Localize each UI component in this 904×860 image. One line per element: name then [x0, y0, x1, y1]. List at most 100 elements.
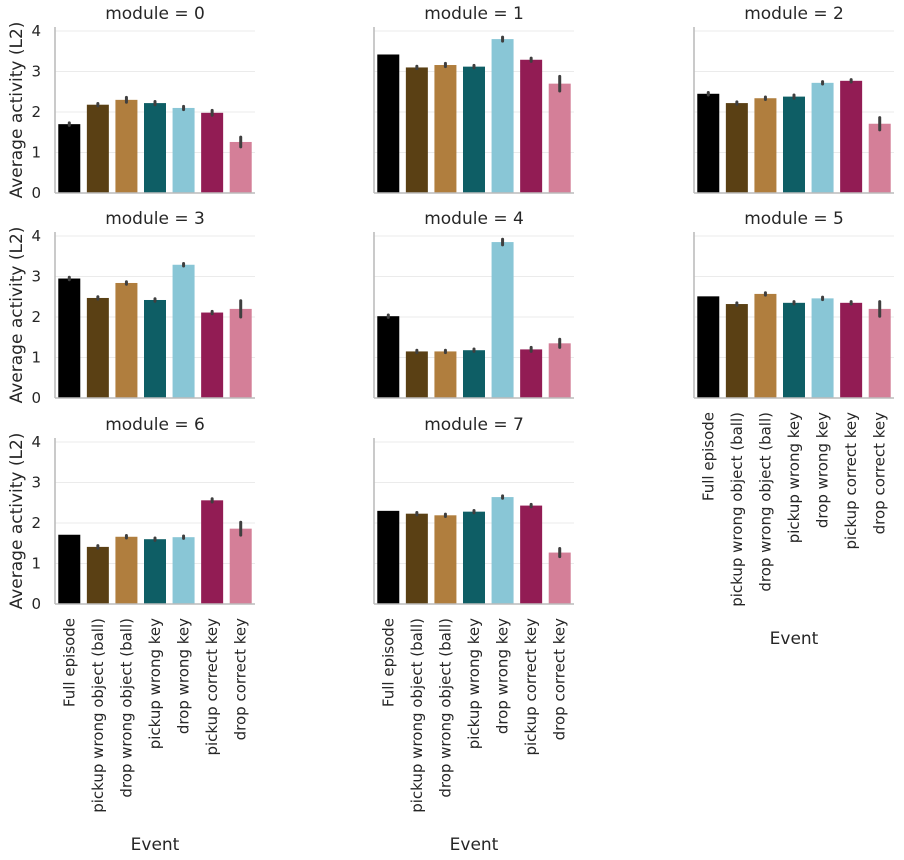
- bar-module-5-3: [783, 302, 805, 398]
- y-axis-label: Average activity (L2): [7, 22, 27, 199]
- bar-module-1-6: [548, 83, 571, 193]
- bar-module-2-5: [840, 80, 863, 193]
- panel-title: module = 0: [105, 4, 205, 24]
- panel-title: module = 6: [105, 415, 205, 435]
- x-tick-label: pickup wrong key: [465, 618, 483, 749]
- bar-module-3-6: [229, 308, 252, 398]
- y-axis-label: Average activity (L2): [7, 227, 27, 404]
- bar-module-6-6: [229, 528, 252, 604]
- panel-module-7: module = 7 Full episode pickup wrong objec…: [373, 415, 574, 855]
- bar-module-6-5: [201, 500, 224, 604]
- bar-module-1-0: [377, 54, 400, 193]
- x-tick-label: pickup wrong object (ball): [728, 412, 746, 607]
- bar-module-6-2: [115, 536, 138, 604]
- bar-module-7-6: [548, 552, 571, 604]
- x-tick-label: drop correct key: [232, 618, 250, 740]
- bar-module-5-6: [868, 308, 891, 398]
- bar-module-3-5: [201, 312, 224, 398]
- bar-module-7-5: [520, 505, 543, 604]
- x-tick-label: Full episode: [699, 412, 717, 501]
- bar-module-4-2: [434, 351, 457, 398]
- bar-module-4-4: [491, 242, 514, 398]
- bar-module-3-3: [144, 299, 166, 398]
- x-axis-label: Event: [770, 629, 819, 649]
- bar-module-2-1: [725, 103, 748, 193]
- y-axis-label: Average activity (L2): [7, 433, 27, 610]
- x-tick-label: drop wrong object (ball): [117, 618, 135, 798]
- x-tick-label: pickup wrong object (ball): [408, 618, 426, 813]
- y-tick-label: 4: [31, 22, 41, 40]
- x-tick-label: drop wrong key: [814, 412, 832, 528]
- bar-module-1-2: [434, 65, 457, 193]
- bar-module-5-1: [725, 304, 748, 398]
- bar-module-7-1: [405, 513, 428, 604]
- panel-title: module = 1: [424, 4, 524, 24]
- bar-module-2-6: [868, 123, 891, 193]
- x-tick-label: drop correct key: [871, 412, 889, 534]
- x-tick-label: drop wrong key: [175, 618, 193, 734]
- x-tick-label: drop wrong object (ball): [756, 412, 774, 592]
- x-tick-label: pickup wrong object (ball): [89, 618, 107, 813]
- bar-module-0-6: [229, 141, 252, 193]
- bar-module-7-0: [377, 510, 400, 604]
- bar-module-0-0: [58, 124, 81, 193]
- bar-module-2-4: [811, 82, 834, 193]
- bar-module-3-2: [115, 282, 138, 398]
- bar-module-4-1: [405, 351, 428, 398]
- y-tick-label: 1: [31, 555, 41, 573]
- y-tick-label: 3: [31, 63, 41, 81]
- panel-module-4: module = 4: [373, 209, 574, 399]
- y-tick-label: 1: [31, 144, 41, 162]
- bar-module-2-3: [783, 96, 805, 193]
- panel-module-1: module = 1: [373, 4, 574, 194]
- bar-module-4-0: [377, 316, 400, 398]
- bar-module-1-5: [520, 59, 543, 193]
- x-axis-label: Event: [131, 835, 180, 855]
- x-tick-label: pickup correct key: [842, 412, 860, 550]
- bar-module-7-2: [434, 515, 457, 604]
- bar-module-5-2: [754, 293, 777, 398]
- x-tick-label: drop wrong key: [494, 618, 512, 734]
- bar-module-7-3: [463, 511, 485, 604]
- x-tick-label: pickup wrong key: [785, 412, 803, 543]
- y-tick-label: 0: [31, 389, 41, 407]
- y-tick-label: 2: [31, 514, 41, 532]
- panel-title: module = 4: [424, 209, 524, 229]
- bar-module-4-3: [463, 350, 485, 398]
- bar-module-6-1: [86, 546, 109, 604]
- bar-module-5-5: [840, 302, 863, 398]
- panel-module-5: module = 5 Full episode pickup wrong objec…: [693, 209, 894, 649]
- x-tick-label: Full episode: [379, 618, 397, 707]
- panel-title: module = 2: [744, 4, 844, 24]
- x-tick-label: Full episode: [60, 618, 78, 707]
- y-tick-label: 3: [31, 474, 41, 492]
- bar-module-0-5: [201, 112, 224, 193]
- y-tick-label: 1: [31, 349, 41, 367]
- bar-module-1-3: [463, 66, 485, 193]
- y-tick-label: 4: [31, 227, 41, 245]
- bar-module-0-2: [115, 99, 138, 193]
- bar-module-7-4: [491, 497, 514, 604]
- panel-title: module = 7: [424, 415, 524, 435]
- bar-module-4-5: [520, 349, 543, 398]
- x-tick-label: drop wrong object (ball): [436, 618, 454, 798]
- bar-module-3-1: [86, 297, 109, 398]
- y-tick-label: 0: [31, 595, 41, 613]
- x-tick-label: drop correct key: [551, 618, 569, 740]
- panel-title: module = 5: [744, 209, 844, 229]
- bar-module-5-4: [811, 298, 834, 398]
- bar-module-6-4: [172, 537, 195, 604]
- y-tick-label: 0: [31, 184, 41, 202]
- x-tick-label: pickup correct key: [522, 618, 540, 756]
- bar-module-0-4: [172, 107, 195, 193]
- x-axis-label: Event: [450, 835, 499, 855]
- y-tick-label: 4: [31, 433, 41, 451]
- x-tick-label: pickup wrong key: [146, 618, 164, 749]
- y-tick-label: 2: [31, 103, 41, 121]
- bar-module-3-0: [58, 278, 81, 398]
- x-tick-label: pickup correct key: [203, 618, 221, 756]
